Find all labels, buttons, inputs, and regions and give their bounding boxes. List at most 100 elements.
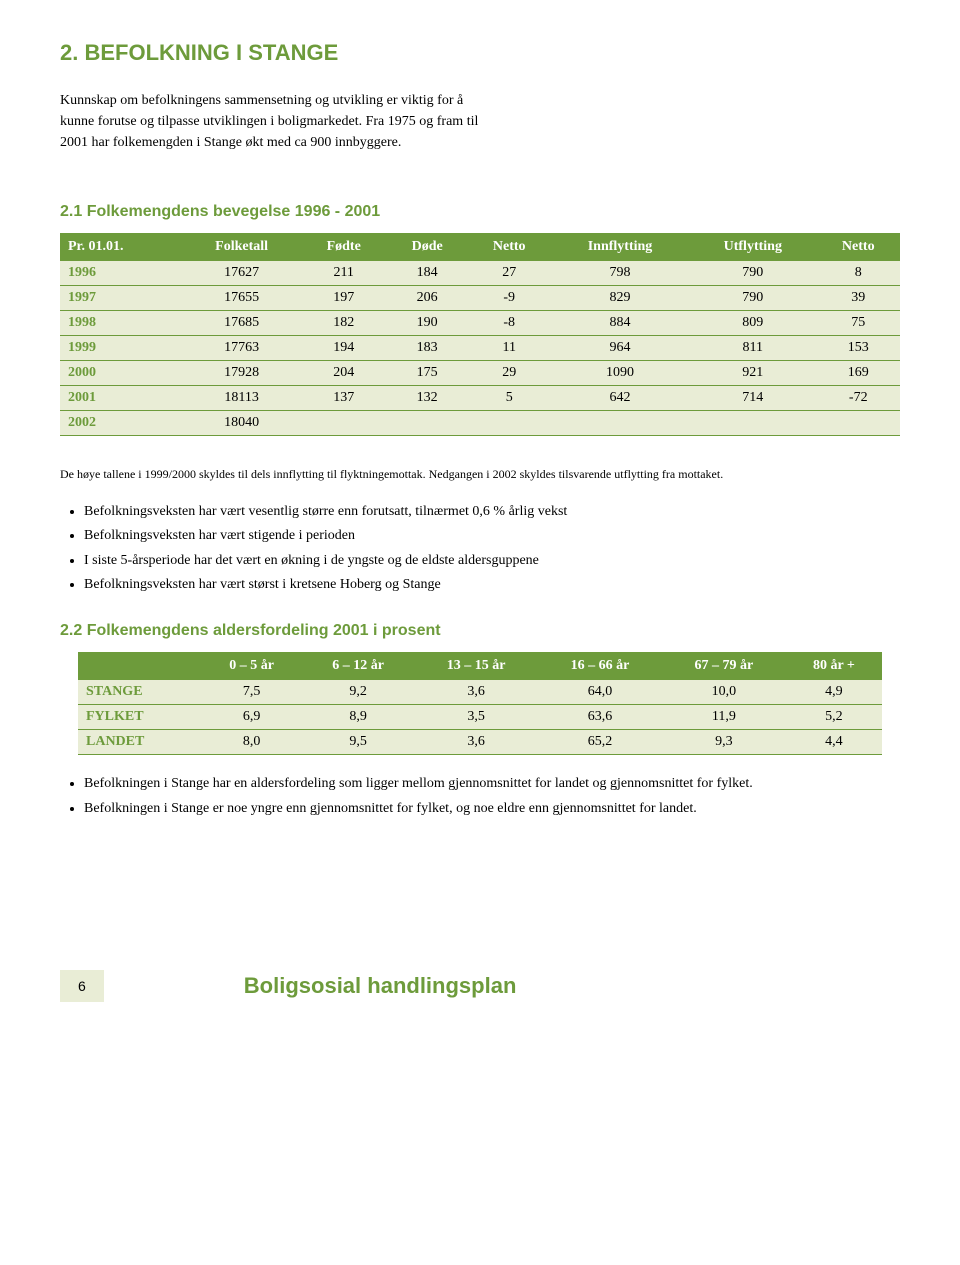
table-cell <box>551 411 689 436</box>
list-item: Befolkningen i Stange har en aldersforde… <box>84 773 900 795</box>
table-cell: 809 <box>689 311 816 336</box>
table-cell: 18113 <box>183 386 301 411</box>
table-cell: 921 <box>689 361 816 386</box>
table-cell: 39 <box>817 286 901 311</box>
section-21-title: 2.1 Folkemengdens bevegelse 1996 - 2001 <box>60 203 900 221</box>
list-item: I siste 5-årsperiode har det vært en økn… <box>84 550 900 572</box>
table-cell: 9,2 <box>302 680 414 705</box>
table-cell: 17655 <box>183 286 301 311</box>
table-cell: 197 <box>301 286 387 311</box>
table-cell <box>817 411 901 436</box>
table-cell: 1996 <box>60 261 183 286</box>
table-cell: -8 <box>468 311 551 336</box>
table-cell: -9 <box>468 286 551 311</box>
table-header-cell <box>78 652 201 680</box>
list-item: Befolkningsveksten har vært stigende i p… <box>84 525 900 547</box>
intro-paragraph: Kunnskap om befolkningens sammensetning … <box>60 90 480 153</box>
table-cell <box>301 411 387 436</box>
table-aldersfordeling: 0 – 5 år6 – 12 år13 – 15 år16 – 66 år67 … <box>78 652 882 755</box>
table-cell: 2001 <box>60 386 183 411</box>
table-cell: 884 <box>551 311 689 336</box>
table-cell: 1090 <box>551 361 689 386</box>
table-cell: 175 <box>387 361 468 386</box>
table-cell: 182 <box>301 311 387 336</box>
table-cell: 3,6 <box>414 730 538 755</box>
table-cell: 3,5 <box>414 705 538 730</box>
table-cell: 65,2 <box>538 730 662 755</box>
page-number: 6 <box>60 970 104 1002</box>
table-cell: 17627 <box>183 261 301 286</box>
table-cell: 27 <box>468 261 551 286</box>
table-cell: FYLKET <box>78 705 201 730</box>
table-cell: 5 <box>468 386 551 411</box>
table-cell: 790 <box>689 286 816 311</box>
table-cell <box>689 411 816 436</box>
table-cell: 714 <box>689 386 816 411</box>
table-cell: 29 <box>468 361 551 386</box>
table-cell: 8,0 <box>201 730 302 755</box>
table-cell: 18040 <box>183 411 301 436</box>
table-cell: 190 <box>387 311 468 336</box>
table-cell: 184 <box>387 261 468 286</box>
table-row: 199817685182190-888480975 <box>60 311 900 336</box>
table-row: 200218040 <box>60 411 900 436</box>
table-header-cell: 67 – 79 år <box>662 652 786 680</box>
table-row: 199717655197206-982979039 <box>60 286 900 311</box>
table-header-cell: Døde <box>387 233 468 261</box>
table-cell: 11,9 <box>662 705 786 730</box>
table-cell: 6,9 <box>201 705 302 730</box>
table-cell: 17763 <box>183 336 301 361</box>
table-cell: 4,9 <box>786 680 882 705</box>
table-cell: 642 <box>551 386 689 411</box>
table-folkemengde: Pr. 01.01.FolketallFødteDødeNettoInnflyt… <box>60 233 900 436</box>
bullet-list-2: Befolkningen i Stange har en aldersforde… <box>60 773 900 820</box>
table-cell <box>468 411 551 436</box>
table-header-cell: 13 – 15 år <box>414 652 538 680</box>
table-row: FYLKET6,98,93,563,611,95,2 <box>78 705 882 730</box>
table-cell: 9,3 <box>662 730 786 755</box>
table-cell: 169 <box>817 361 901 386</box>
table-header-cell: 0 – 5 år <box>201 652 302 680</box>
table-cell: 17685 <box>183 311 301 336</box>
table-header-cell: 80 år + <box>786 652 882 680</box>
table-cell: 790 <box>689 261 816 286</box>
table-cell: 64,0 <box>538 680 662 705</box>
table-cell: 2000 <box>60 361 183 386</box>
table-cell: 1997 <box>60 286 183 311</box>
table-header-cell: Netto <box>817 233 901 261</box>
table-cell: 17928 <box>183 361 301 386</box>
table-header-cell: Innflytting <box>551 233 689 261</box>
list-item: Befolkningen i Stange er noe yngre enn g… <box>84 798 900 820</box>
table-row: 199617627211184277987908 <box>60 261 900 286</box>
table-header-cell: Fødte <box>301 233 387 261</box>
table-cell: STANGE <box>78 680 201 705</box>
table-header-cell: Utflytting <box>689 233 816 261</box>
table-cell: 194 <box>301 336 387 361</box>
table-row: 19991776319418311964811153 <box>60 336 900 361</box>
table-cell: 964 <box>551 336 689 361</box>
table-cell: 153 <box>817 336 901 361</box>
page-footer: 6 Boligsosial handlingsplan <box>60 970 900 1002</box>
bullet-list-1: Befolkningsveksten har vært vesentlig st… <box>60 501 900 597</box>
table-cell: 4,4 <box>786 730 882 755</box>
table-header-cell: Netto <box>468 233 551 261</box>
section-22-title: 2.2 Folkemengdens aldersfordeling 2001 i… <box>60 622 900 640</box>
table-cell: 9,5 <box>302 730 414 755</box>
note-text: De høye tallene i 1999/2000 skyldes til … <box>60 466 900 483</box>
table-header-cell: 6 – 12 år <box>302 652 414 680</box>
list-item: Befolkningsveksten har vært størst i kre… <box>84 574 900 596</box>
table-cell: 798 <box>551 261 689 286</box>
table-cell: 7,5 <box>201 680 302 705</box>
table-cell: 8,9 <box>302 705 414 730</box>
table-row: LANDET8,09,53,665,29,34,4 <box>78 730 882 755</box>
table-cell: 5,2 <box>786 705 882 730</box>
table-row: 2001181131371325642714-72 <box>60 386 900 411</box>
table-row: 200017928204175291090921169 <box>60 361 900 386</box>
table-header-cell: Folketall <box>183 233 301 261</box>
table-cell: 11 <box>468 336 551 361</box>
table-header-cell: 16 – 66 år <box>538 652 662 680</box>
table-cell: 3,6 <box>414 680 538 705</box>
page-title: 2. BEFOLKNING I STANGE <box>60 40 900 66</box>
table-cell: 132 <box>387 386 468 411</box>
table-cell: 811 <box>689 336 816 361</box>
